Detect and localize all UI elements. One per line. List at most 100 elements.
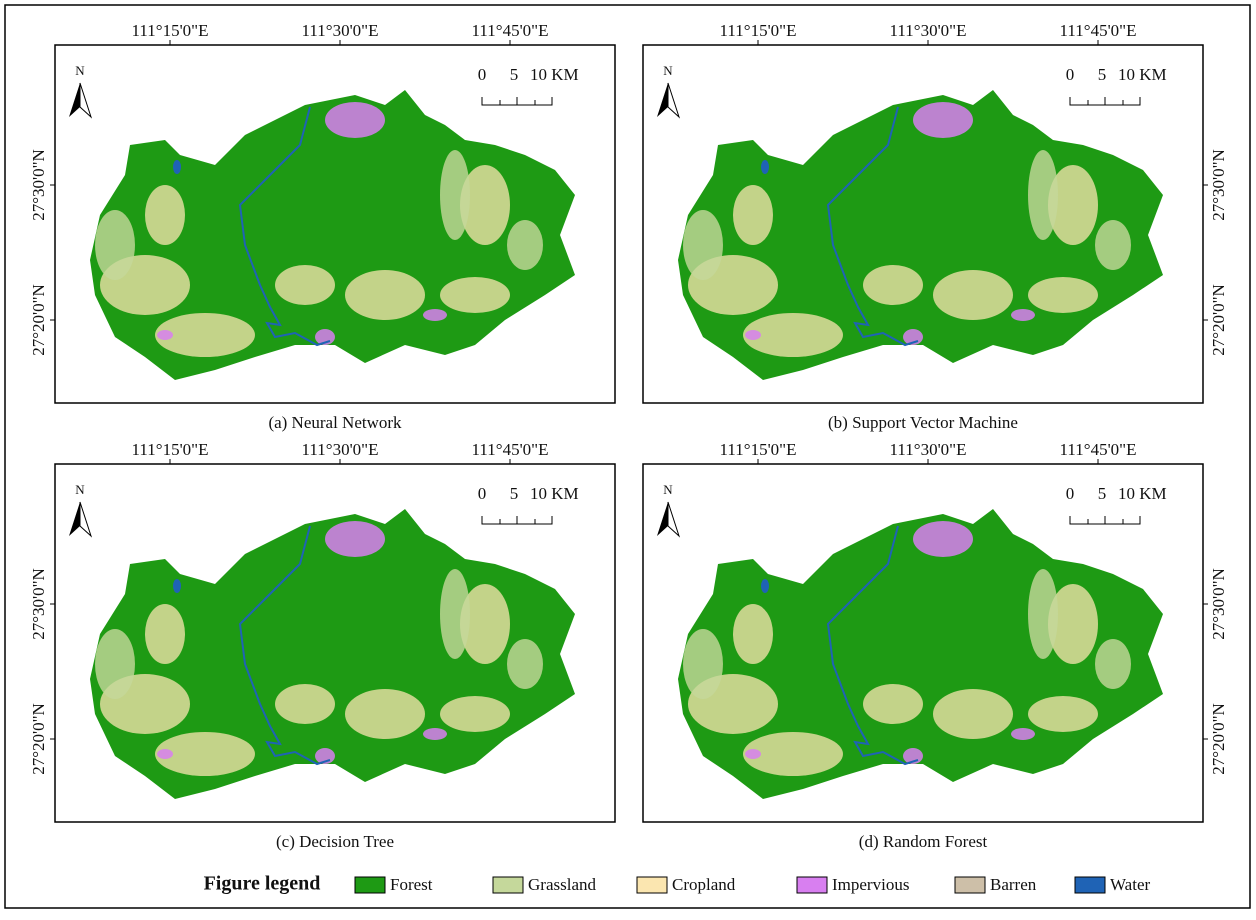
land-grassland (507, 639, 543, 689)
land-grassland (1028, 150, 1058, 240)
panel-caption: (d) Random Forest (859, 832, 988, 851)
land-cropland (863, 265, 923, 305)
lon-label: 111°15'0"E (720, 440, 797, 459)
legend-swatch (1075, 877, 1105, 893)
reservoir (761, 160, 769, 174)
scale-label: 0 (478, 65, 487, 84)
map-panel: 111°15'0"E 111°30'0"E 111°45'0"E 27°30'0"N 2… (643, 21, 1228, 432)
scale-label: 10 KM (1118, 65, 1167, 84)
legend-swatch (955, 877, 985, 893)
lon-label: 111°15'0"E (720, 21, 797, 40)
land-cropland (933, 689, 1013, 739)
land-cropland (145, 185, 185, 245)
scale-label: 5 (510, 65, 519, 84)
land-grassland (440, 150, 470, 240)
lon-label: 111°15'0"E (132, 440, 209, 459)
land-grassland (95, 629, 135, 699)
land-cropland (863, 684, 923, 724)
land-impervious (1011, 728, 1035, 740)
land-impervious (423, 309, 447, 321)
legend-swatch (493, 877, 523, 893)
legend-label: Cropland (672, 875, 736, 894)
legend-swatch (797, 877, 827, 893)
panel-caption: (b) Support Vector Machine (828, 413, 1018, 432)
panel-caption: (c) Decision Tree (276, 832, 394, 851)
lon-label: 111°45'0"E (472, 440, 549, 459)
land-impervious (157, 749, 173, 759)
lat-label: 27°30'0"N (29, 568, 48, 640)
scale-label: 10 KM (530, 484, 579, 503)
scale-label: 5 (1098, 65, 1107, 84)
reservoir (761, 579, 769, 593)
land-impervious (745, 749, 761, 759)
land-impervious (913, 102, 973, 138)
lat-label: 27°20'0"N (29, 703, 48, 775)
land-grassland (1095, 220, 1131, 270)
land-impervious (913, 521, 973, 557)
lon-label: 111°45'0"E (1060, 21, 1137, 40)
lat-label: 27°30'0"N (29, 149, 48, 221)
lat-label: 27°20'0"N (1209, 284, 1228, 356)
land-cropland (1028, 277, 1098, 313)
panel-caption: (a) Neural Network (268, 413, 402, 432)
lat-label: 27°20'0"N (29, 284, 48, 356)
legend-label: Forest (390, 875, 433, 894)
reservoir (173, 579, 181, 593)
scale-label: 0 (1066, 484, 1075, 503)
legend-title: Figure legend (204, 873, 321, 895)
land-cropland (440, 277, 510, 313)
land-grassland (507, 220, 543, 270)
scale-label: 10 KM (530, 65, 579, 84)
land-cropland (733, 604, 773, 664)
land-grassland (1028, 569, 1058, 659)
land-grassland (683, 629, 723, 699)
legend-swatch (355, 877, 385, 893)
scale-label: 0 (1066, 65, 1075, 84)
legend-label: Water (1110, 875, 1150, 894)
land-impervious (325, 102, 385, 138)
land-cropland (275, 265, 335, 305)
land-cropland (275, 684, 335, 724)
land-impervious (157, 330, 173, 340)
lon-label: 111°30'0"E (302, 21, 379, 40)
lon-label: 111°30'0"E (890, 440, 967, 459)
scale-label: 5 (1098, 484, 1107, 503)
lat-label: 27°20'0"N (1209, 703, 1228, 775)
lon-label: 111°30'0"E (302, 440, 379, 459)
lon-label: 111°15'0"E (132, 21, 209, 40)
reservoir (173, 160, 181, 174)
legend-label: Impervious (832, 875, 909, 894)
land-grassland (440, 569, 470, 659)
land-grassland (95, 210, 135, 280)
map-panel: 111°15'0"E 111°30'0"E 111°45'0"E 27°30'0"N 2… (643, 440, 1228, 851)
north-label: N (663, 63, 673, 78)
land-cropland (440, 696, 510, 732)
land-cropland (1028, 696, 1098, 732)
map-panel: 111°15'0"E 111°30'0"E 111°45'0"E 27°30'0"N 2… (29, 440, 615, 851)
land-cropland (145, 604, 185, 664)
land-grassland (1095, 639, 1131, 689)
map-panel: 111°15'0"E 111°30'0"E 111°45'0"E 27°30'0"N 2… (29, 21, 615, 432)
land-impervious (325, 521, 385, 557)
land-grassland (683, 210, 723, 280)
scale-label: 5 (510, 484, 519, 503)
lon-label: 111°45'0"E (472, 21, 549, 40)
land-cropland (345, 270, 425, 320)
lat-label: 27°30'0"N (1209, 149, 1228, 221)
north-label: N (663, 482, 673, 497)
figure: Figure legend 111°15'0"E 111°30'0"E 111°45… (0, 0, 1256, 915)
north-label: N (75, 63, 85, 78)
land-impervious (1011, 309, 1035, 321)
lon-label: 111°45'0"E (1060, 440, 1137, 459)
land-cropland (933, 270, 1013, 320)
legend-label: Barren (990, 875, 1037, 894)
lon-label: 111°30'0"E (890, 21, 967, 40)
scale-label: 10 KM (1118, 484, 1167, 503)
land-impervious (745, 330, 761, 340)
land-cropland (733, 185, 773, 245)
legend-label: Grassland (528, 875, 596, 894)
land-cropland (345, 689, 425, 739)
north-label: N (75, 482, 85, 497)
lat-label: 27°30'0"N (1209, 568, 1228, 640)
scale-label: 0 (478, 484, 487, 503)
